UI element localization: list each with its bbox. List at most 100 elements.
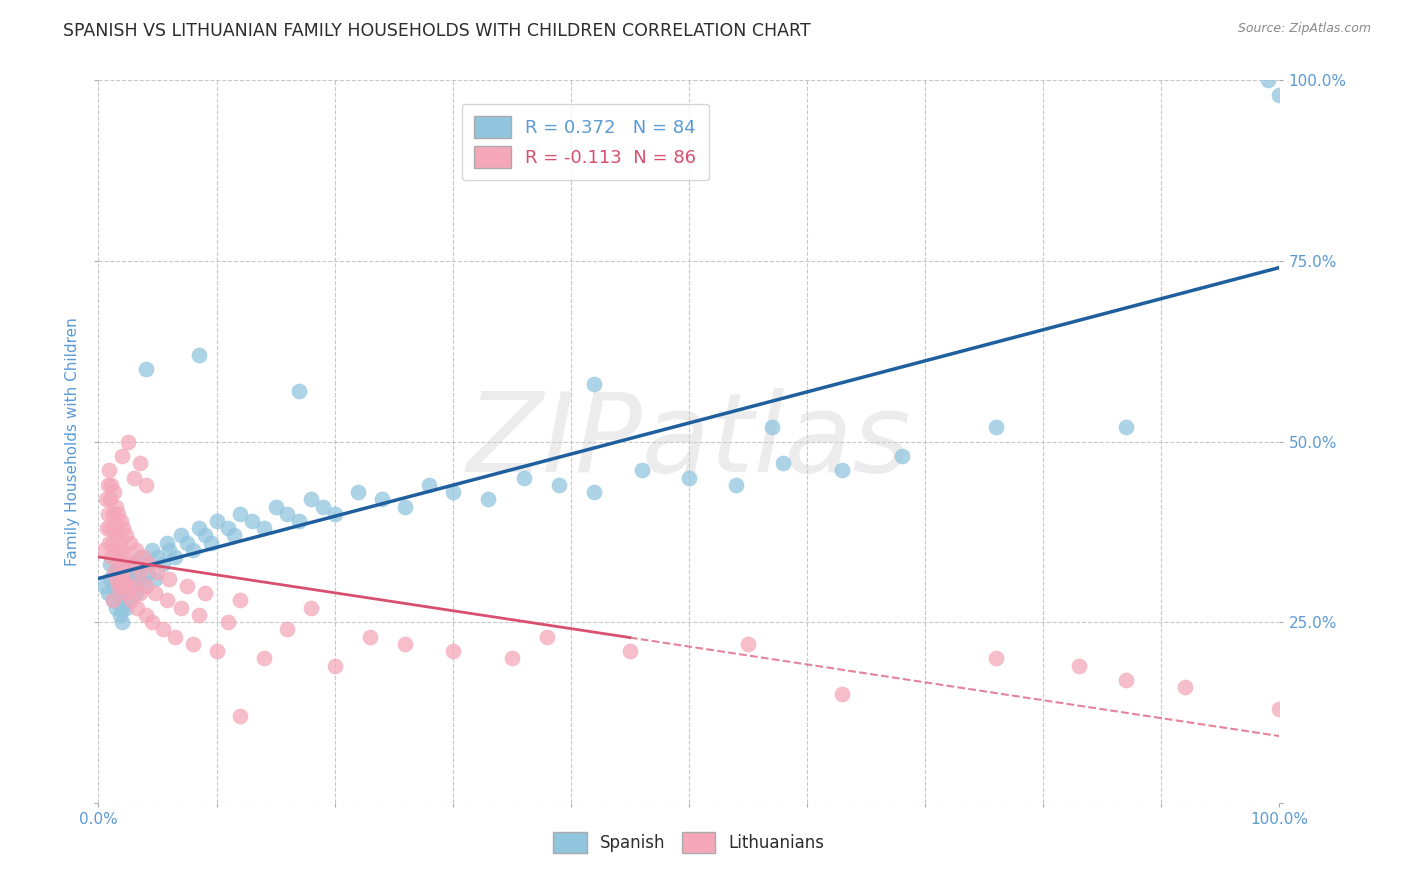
Point	[105, 528, 128, 542]
Point	[418, 478, 440, 492]
Point	[94, 492, 117, 507]
Y-axis label: Family Households with Children: Family Households with Children	[65, 318, 80, 566]
Point	[128, 456, 150, 470]
Point	[97, 478, 120, 492]
Point	[583, 376, 606, 391]
Point	[217, 615, 239, 630]
Point	[157, 542, 180, 557]
Point	[112, 586, 135, 600]
Point	[135, 607, 157, 622]
Point	[141, 615, 163, 630]
Point	[187, 607, 209, 622]
Point	[107, 558, 129, 572]
Point	[93, 542, 115, 557]
Point	[103, 485, 125, 500]
Point	[264, 500, 287, 514]
Point	[312, 500, 335, 514]
Point	[737, 637, 759, 651]
Point	[112, 572, 135, 586]
Point	[152, 558, 174, 572]
Point	[359, 630, 381, 644]
Point	[217, 521, 239, 535]
Point	[394, 637, 416, 651]
Point	[156, 593, 179, 607]
Point	[101, 535, 124, 549]
Point	[132, 579, 155, 593]
Point	[890, 449, 912, 463]
Point	[187, 521, 209, 535]
Point	[170, 600, 193, 615]
Point	[143, 586, 166, 600]
Point	[512, 470, 534, 484]
Point	[127, 565, 149, 579]
Point	[583, 485, 606, 500]
Point	[128, 586, 150, 600]
Point	[100, 550, 122, 565]
Point	[761, 420, 783, 434]
Point	[984, 651, 1007, 665]
Point	[323, 658, 346, 673]
Point	[98, 463, 121, 477]
Point	[323, 507, 346, 521]
Point	[128, 565, 150, 579]
Point	[135, 558, 157, 572]
Point	[107, 579, 129, 593]
Point	[115, 586, 138, 600]
Point	[132, 550, 155, 565]
Point	[1115, 673, 1137, 687]
Point	[501, 651, 523, 665]
Point	[229, 507, 252, 521]
Point	[441, 644, 464, 658]
Point	[104, 521, 127, 535]
Point	[477, 492, 499, 507]
Point	[101, 593, 124, 607]
Point	[1067, 658, 1090, 673]
Point	[101, 507, 124, 521]
Point	[165, 630, 187, 644]
Point	[619, 644, 641, 658]
Point	[128, 572, 150, 586]
Point	[157, 572, 180, 586]
Point	[240, 514, 263, 528]
Point	[156, 535, 179, 549]
Point	[229, 709, 252, 723]
Point	[117, 565, 139, 579]
Point	[111, 600, 134, 615]
Legend: Spanish, Lithuanians: Spanish, Lithuanians	[547, 826, 831, 860]
Point	[288, 384, 311, 398]
Point	[105, 572, 128, 586]
Point	[276, 507, 298, 521]
Point	[93, 579, 115, 593]
Point	[122, 470, 145, 484]
Point	[111, 565, 134, 579]
Point	[117, 593, 139, 607]
Point	[200, 535, 222, 549]
Point	[108, 593, 131, 607]
Point	[165, 550, 187, 565]
Point	[112, 550, 135, 565]
Text: SPANISH VS LITHUANIAN FAMILY HOUSEHOLDS WITH CHILDREN CORRELATION CHART: SPANISH VS LITHUANIAN FAMILY HOUSEHOLDS …	[63, 22, 811, 40]
Point	[146, 550, 169, 565]
Point	[170, 528, 193, 542]
Point	[105, 550, 128, 565]
Point	[108, 607, 131, 622]
Point	[181, 542, 204, 557]
Point	[103, 579, 125, 593]
Point	[772, 456, 794, 470]
Point	[288, 514, 311, 528]
Point	[121, 593, 143, 607]
Point	[103, 565, 125, 579]
Point	[101, 593, 124, 607]
Point	[299, 600, 322, 615]
Point	[831, 463, 853, 477]
Point	[181, 637, 204, 651]
Point	[105, 586, 128, 600]
Point	[107, 507, 129, 521]
Point	[187, 348, 209, 362]
Point	[122, 558, 145, 572]
Point	[176, 579, 198, 593]
Point	[112, 579, 135, 593]
Point	[1268, 87, 1291, 102]
Point	[98, 521, 121, 535]
Point	[97, 586, 120, 600]
